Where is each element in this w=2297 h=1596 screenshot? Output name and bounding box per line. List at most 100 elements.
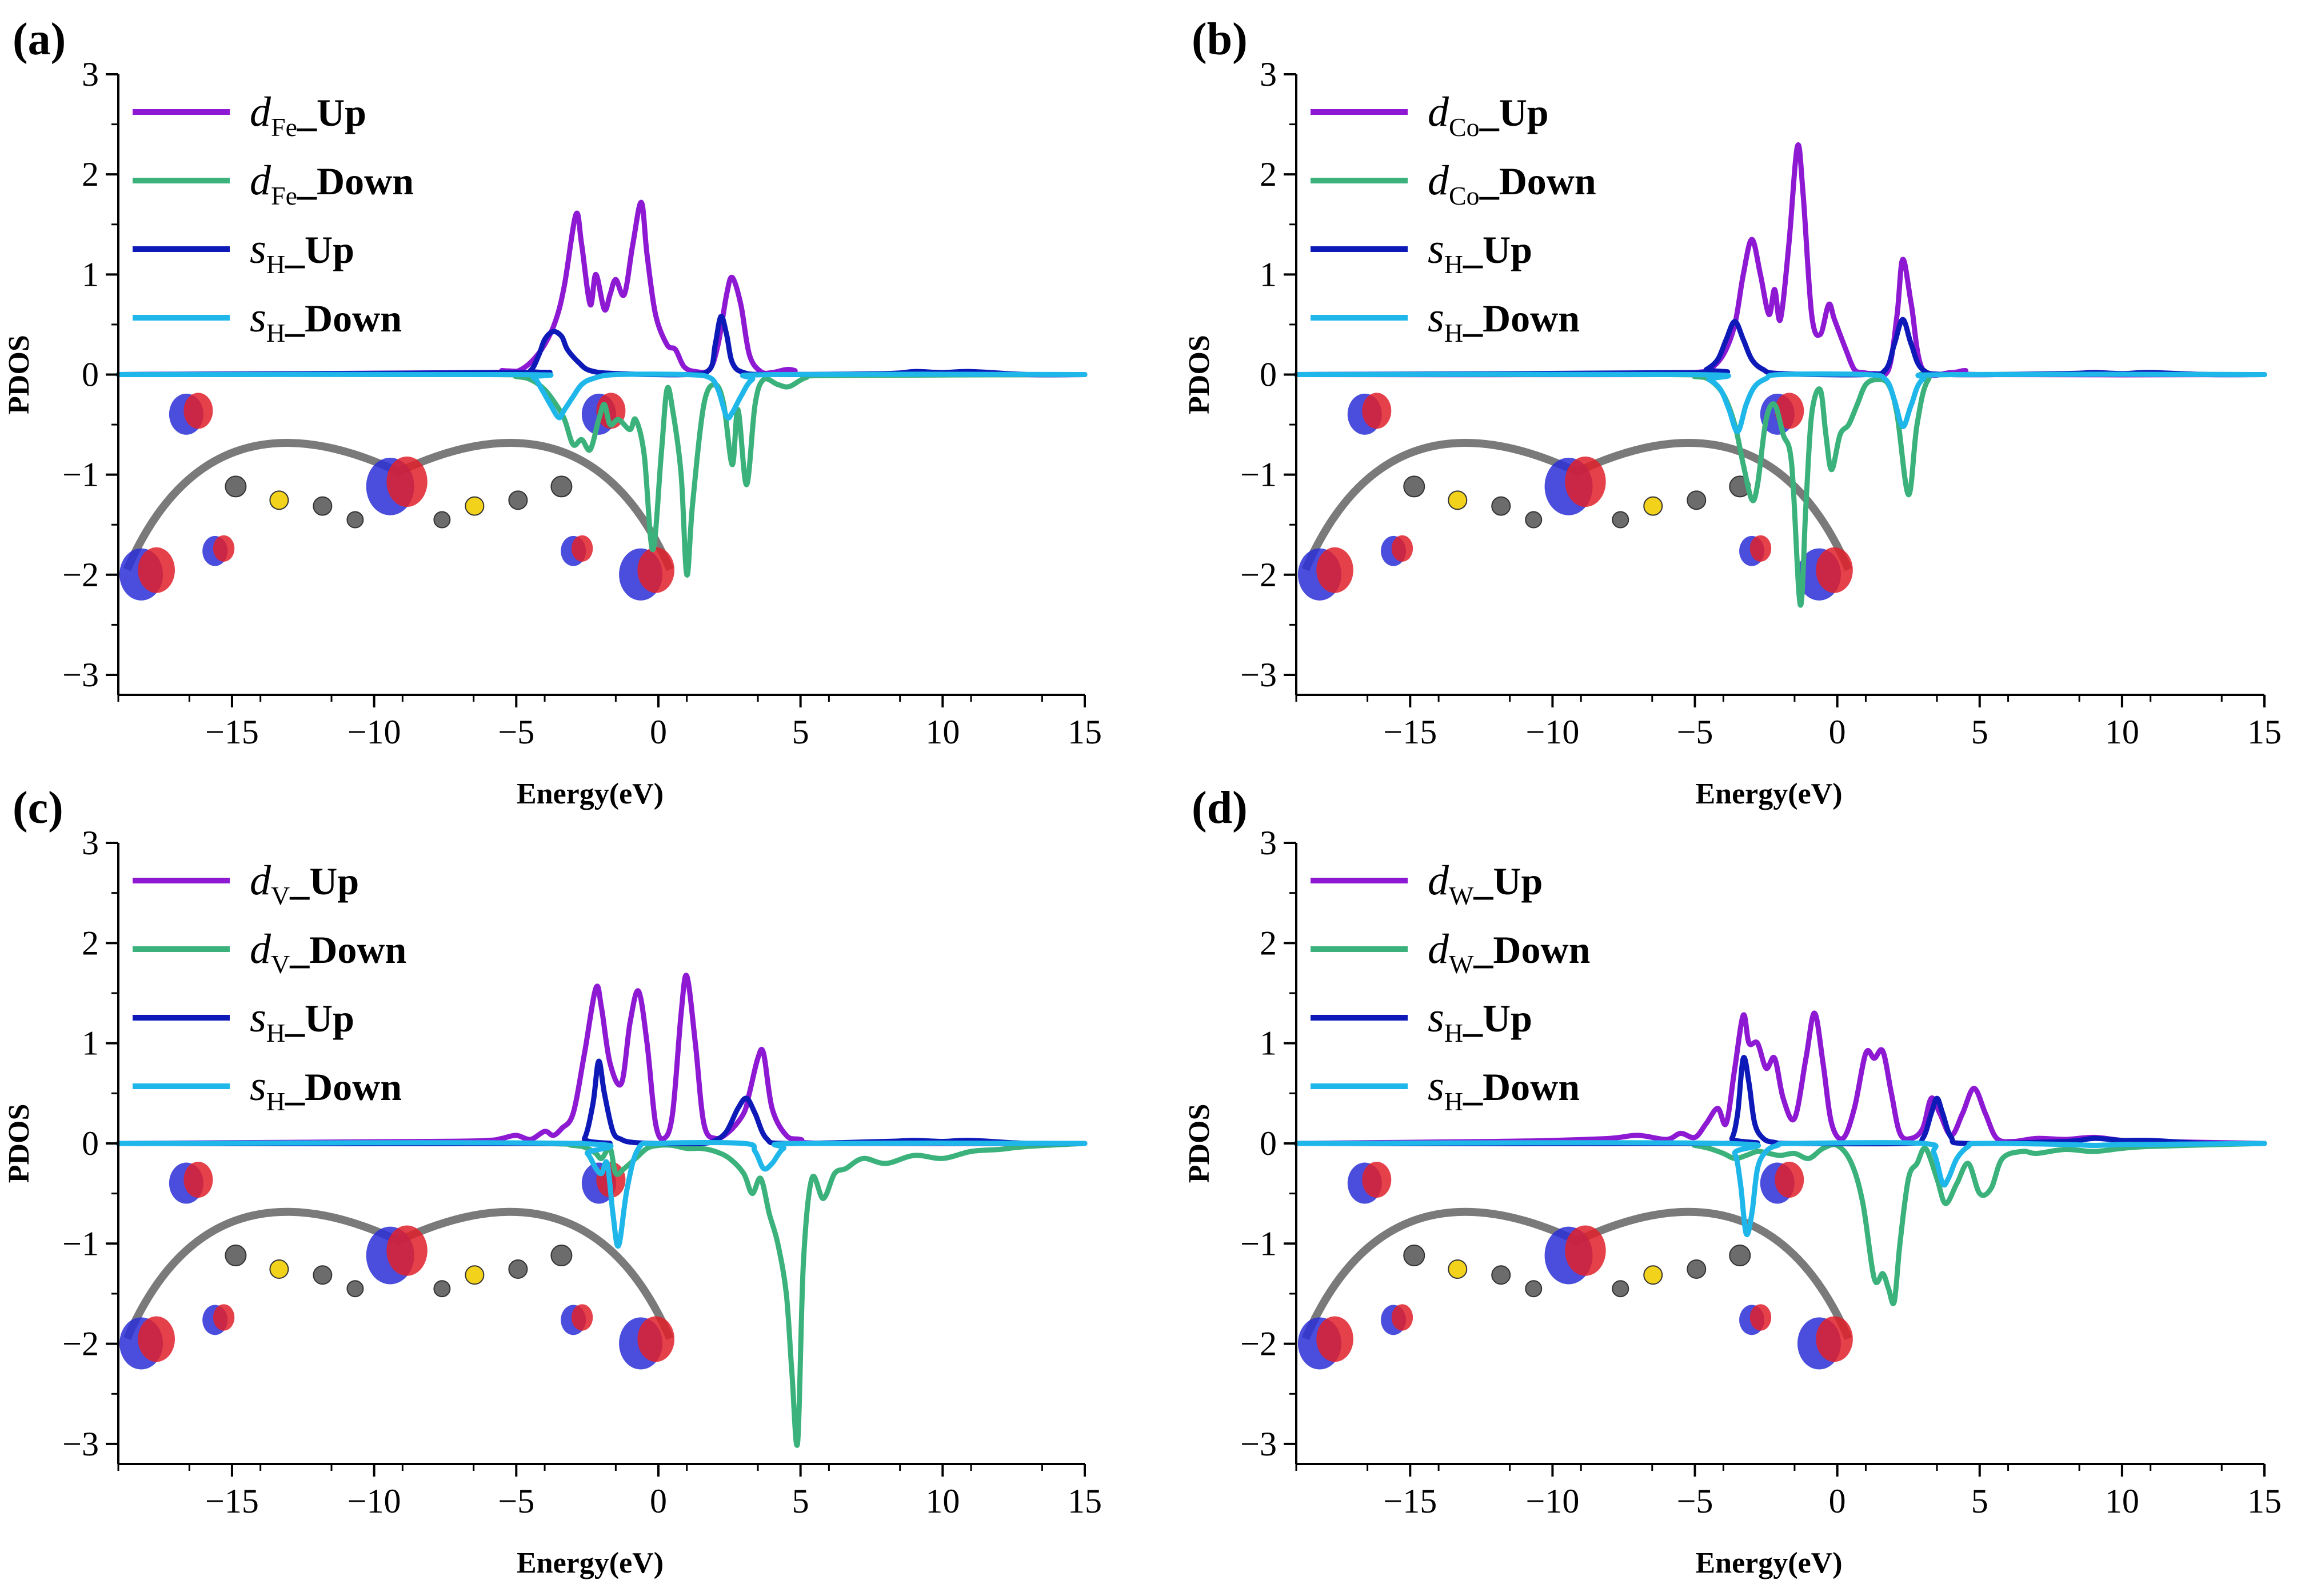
atom-ball: [1687, 1259, 1707, 1279]
legend-separator: _: [1473, 859, 1493, 903]
legend-subscript: V: [271, 950, 290, 979]
y-tick-label: 1: [82, 255, 99, 293]
legend-symbol: d: [250, 857, 271, 904]
x-tick-label: 10: [2105, 1482, 2139, 1520]
legend-name: Down: [1493, 928, 1590, 971]
atom-ball: [1643, 496, 1663, 516]
legend-subscript: W: [1449, 881, 1474, 910]
y-tick-label: −2: [1240, 556, 1277, 594]
series-line-s-h-down: [1293, 1140, 2267, 1238]
x-tick-label: −15: [205, 1482, 259, 1520]
x-tick-label: 10: [925, 713, 960, 751]
y-tick-label: 1: [82, 1025, 99, 1062]
orbital-lobe-red: [1391, 535, 1413, 562]
x-tick-label: −15: [1383, 713, 1437, 751]
orbital-lobe-red: [213, 535, 235, 562]
atom-ball: [1612, 1280, 1629, 1298]
y-tick-label: 0: [1260, 1125, 1277, 1162]
legend-label-d-v-up: dV_Up: [250, 857, 359, 910]
legend-label-d-co-down: dCo_Down: [1428, 157, 1596, 210]
orbital-lobe-red: [183, 393, 213, 429]
x-tick-label: 10: [2105, 713, 2139, 751]
atom-ball: [1491, 1265, 1511, 1285]
legend-label-s-h-down: sH_Down: [1428, 1063, 1580, 1116]
x-tick-label: 5: [792, 713, 809, 751]
legend-separator: _: [1463, 228, 1483, 271]
legend-separator: _: [1479, 91, 1500, 134]
legend-separator: _: [297, 91, 317, 134]
legend-name: Up: [305, 997, 354, 1040]
legend-separator: _: [285, 228, 305, 271]
legend-subscript: H: [266, 250, 285, 279]
series-line-s-h-down: [1293, 371, 2267, 434]
y-tick-label: −2: [62, 556, 99, 594]
y-tick-label: 1: [1260, 255, 1277, 293]
atom-ball: [1612, 511, 1629, 529]
legend-label-d-fe-down: dFe_Down: [250, 157, 414, 210]
atom-ball: [346, 1280, 364, 1298]
y-tick-label: −3: [1240, 1425, 1277, 1463]
y-tick-label: −1: [62, 1225, 99, 1262]
y-axis-label: PDOS: [1183, 1104, 1216, 1183]
legend-symbol: s: [1428, 294, 1444, 341]
panel-label: (b): [1192, 14, 1248, 65]
legend-separator: _: [1463, 997, 1483, 1040]
atom-ball: [508, 490, 528, 510]
legend-symbol: d: [1428, 157, 1449, 204]
legend-name: Up: [1483, 997, 1532, 1040]
legend-name: Up: [1483, 228, 1532, 271]
orbital-lobe-red: [1749, 1304, 1772, 1331]
legend-symbol: d: [1428, 89, 1449, 135]
atom-ball: [1643, 1265, 1663, 1285]
legend-symbol: s: [250, 226, 266, 273]
y-tick-label: 3: [82, 824, 99, 862]
series-line-d-v-up: [115, 973, 1088, 1146]
legend-subscript: H: [1444, 1018, 1463, 1047]
legend-label-d-w-down: dW_Down: [1428, 926, 1590, 979]
legend-name: Up: [305, 228, 354, 271]
legend-separator: _: [285, 997, 305, 1040]
molecule-inset-2: [119, 1162, 674, 1370]
legend-subscript: H: [266, 318, 285, 347]
chart-panel-v: (c)−15 −10 −5 0 5 10 15−3−2−10123Energy(eV)PDO…: [3, 783, 1102, 1579]
orbital-lobe-red: [386, 1225, 428, 1276]
x-tick-label: −5: [498, 713, 534, 751]
series-line-d-w-down: [1293, 1141, 2267, 1306]
atom-ball: [465, 496, 485, 516]
legend-name: Up: [317, 91, 366, 134]
y-tick-label: −1: [1240, 1225, 1277, 1262]
legend-name: Down: [317, 159, 414, 203]
legend-symbol: s: [1428, 994, 1444, 1041]
x-tick-label: −15: [205, 713, 259, 751]
legend-symbol: d: [250, 89, 271, 135]
atom-ball: [1403, 475, 1425, 498]
x-tick-label: 5: [792, 1482, 809, 1520]
atom-ball: [433, 1280, 451, 1298]
orbital-lobe-red: [213, 1304, 235, 1331]
y-tick-label: 2: [82, 155, 99, 193]
y-tick-label: −2: [1240, 1325, 1277, 1363]
x-tick-label: −5: [1677, 1482, 1713, 1520]
orbital-lobe-red: [1391, 1304, 1413, 1331]
legend-subscript: H: [1444, 1087, 1463, 1116]
y-tick-label: 0: [82, 355, 99, 393]
atom-ball: [1448, 490, 1468, 510]
legend-subscript: Co: [1449, 181, 1480, 210]
legend-subscript: H: [266, 1087, 285, 1116]
orbital-lobe-red: [1775, 1162, 1804, 1198]
series-line-d-co-up: [1293, 142, 2267, 378]
molecule-inset-1: [1297, 393, 1853, 601]
legend-subscript: Co: [1449, 113, 1480, 142]
legend-label-s-h-up: sH_Up: [250, 226, 354, 279]
legend-label-d-fe-up: dFe_Up: [250, 89, 366, 142]
orbital-lobe-red: [571, 535, 593, 562]
atom-ball: [550, 475, 573, 498]
legend-name: Down: [1483, 1065, 1580, 1109]
legend-label-s-h-up: sH_Up: [1428, 994, 1532, 1047]
legend-subscript: Fe: [271, 113, 297, 142]
legend-name: Down: [305, 1065, 402, 1109]
x-tick-label: 15: [2247, 713, 2282, 751]
